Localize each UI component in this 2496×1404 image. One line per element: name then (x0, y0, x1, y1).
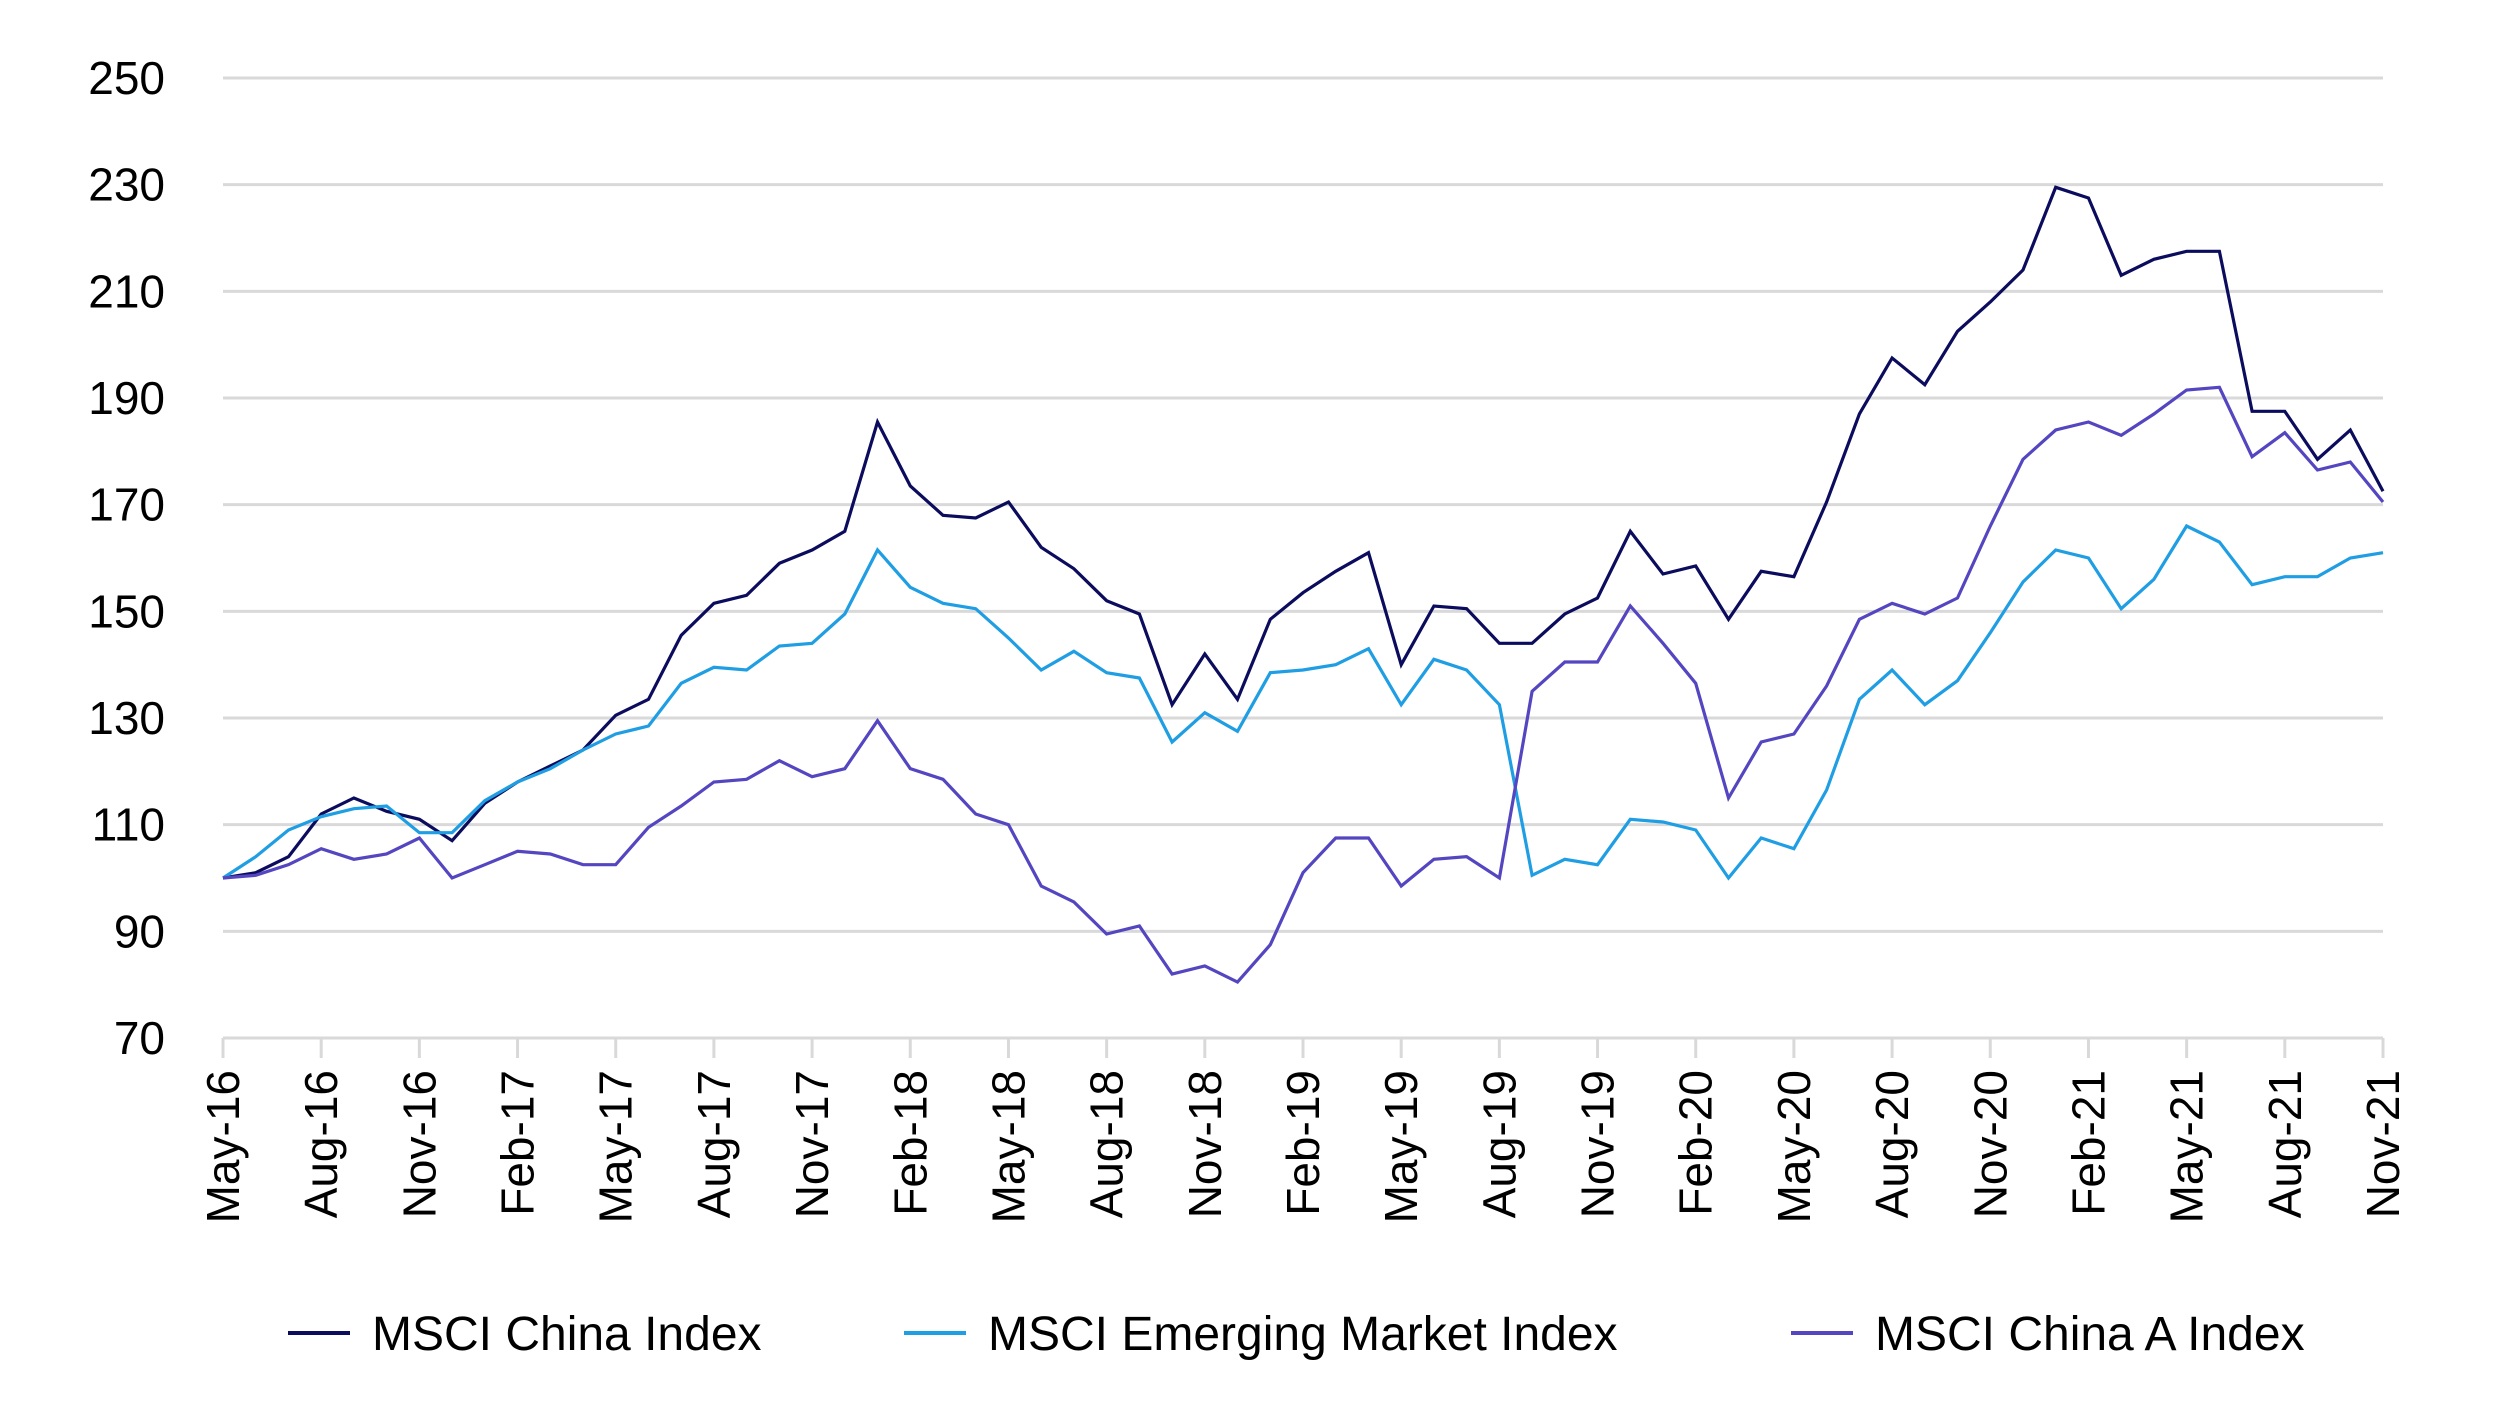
y-tick-label: 150 (88, 585, 165, 637)
y-tick-label: 110 (92, 799, 165, 851)
legend-item: MSCI Emerging Market Index (904, 1308, 1618, 1361)
legend-label: MSCI Emerging Market Index (988, 1308, 1618, 1361)
x-tick-label: May-16 (197, 1070, 249, 1223)
y-tick-label: 70 (114, 1012, 165, 1064)
y-tick-label: 250 (88, 52, 165, 104)
x-tick-label: Feb-21 (2062, 1070, 2114, 1216)
x-tick-label: Aug-19 (1473, 1070, 1525, 1218)
y-axis-tick-labels: 70 90 110 130 150 170 190 210 230 250 (88, 52, 165, 1064)
x-tick-label: Nov-19 (1572, 1070, 1624, 1218)
x-tick-label: Nov-18 (1179, 1070, 1231, 1218)
x-axis (221, 1036, 2385, 1058)
x-tick-label: May-20 (1768, 1070, 1820, 1223)
series-line-msci-china-a-index (222, 385, 2385, 984)
series-line-msci-emerging-market-index (222, 523, 2384, 881)
x-tick-label: Nov-20 (1964, 1070, 2016, 1218)
x-tick-label: May-17 (590, 1070, 642, 1223)
x-tick-label: Feb-20 (1670, 1070, 1722, 1216)
gridlines (223, 76, 2383, 933)
x-tick-label: May-19 (1375, 1070, 1427, 1223)
x-tick-label: Aug-20 (1866, 1070, 1918, 1218)
x-tick-label: Aug-18 (1081, 1070, 1133, 1218)
y-tick-label: 230 (88, 159, 165, 211)
x-tick-label: Aug-17 (688, 1070, 740, 1218)
x-tick-label: Feb-19 (1277, 1070, 1329, 1216)
x-tick-label: May-21 (2161, 1070, 2213, 1223)
y-tick-label: 190 (88, 372, 165, 424)
y-tick-label: 130 (88, 692, 165, 744)
y-tick-label: 210 (88, 265, 165, 317)
x-tick-label: Feb-18 (884, 1070, 936, 1216)
legend-item: MSCI China Index (288, 1308, 762, 1361)
x-tick-label: Aug-16 (295, 1070, 347, 1218)
x-tick-label: Nov-21 (2357, 1070, 2409, 1218)
series-lines (222, 185, 2385, 984)
legend-label: MSCI China Index (372, 1308, 762, 1361)
y-tick-label: 90 (114, 905, 165, 957)
legend-item: MSCI China A Index (1791, 1308, 2305, 1361)
y-tick-label: 170 (88, 479, 165, 531)
x-axis-tick-labels: May-16 Aug-16 Nov-16 Feb-17 May-17 Aug-17 Nov-… (197, 1070, 2409, 1223)
x-tick-label: Aug-21 (2259, 1070, 2311, 1218)
x-tick-label: Nov-16 (393, 1070, 445, 1218)
x-tick-label: May-18 (982, 1070, 1034, 1223)
x-tick-label: Feb-17 (492, 1070, 544, 1216)
legend-label: MSCI China A Index (1875, 1308, 2305, 1361)
legend: MSCI China Index MSCI Emerging Market Ind… (288, 1308, 2305, 1361)
x-tick-label: Nov-17 (786, 1070, 838, 1218)
